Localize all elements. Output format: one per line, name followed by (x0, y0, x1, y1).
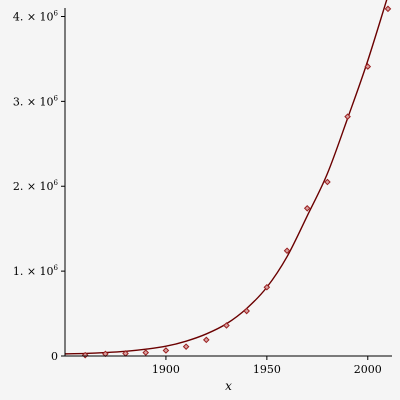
data-point (303, 205, 311, 212)
y-tick-label: 3. × 106 (13, 94, 59, 108)
data-point (344, 113, 351, 120)
data-point (364, 63, 372, 70)
x-tick-label: 1900 (152, 363, 180, 376)
data-point (243, 307, 250, 315)
y-tick-label-exponent: 6 (54, 264, 59, 272)
y-tick-label: 4. × 106 (13, 9, 59, 23)
data-point (223, 322, 230, 329)
data-point (81, 351, 89, 359)
y-tick-label-base: 0 (51, 350, 58, 363)
data-point (283, 247, 291, 255)
data-point (324, 178, 331, 186)
fit-curve (65, 0, 388, 355)
y-tick-label-exponent: 6 (54, 179, 59, 187)
y-tick-label-exponent: 6 (54, 9, 59, 17)
y-tick-label: 2. × 106 (13, 179, 59, 193)
y-tick-label-base: 1. × 10 (13, 265, 54, 278)
x-tick-label: 1950 (253, 363, 281, 376)
y-tick-label-base: 2. × 10 (13, 180, 54, 193)
data-point (384, 5, 392, 13)
y-tick-label-exponent: 6 (54, 94, 59, 102)
data-point (142, 349, 150, 356)
data-point (202, 336, 210, 344)
y-tick-label: 0 (51, 350, 58, 363)
y-tick-label: 1. × 106 (13, 264, 59, 278)
data-point (162, 347, 170, 354)
data-point (263, 283, 271, 291)
x-axis-title: x (225, 379, 232, 393)
x-tick-label: 2000 (354, 363, 382, 376)
data-point (182, 343, 190, 350)
data-points (81, 5, 392, 359)
y-tick-label-base: 3. × 10 (13, 95, 54, 108)
y-tick-label-base: 4. × 10 (13, 10, 54, 23)
